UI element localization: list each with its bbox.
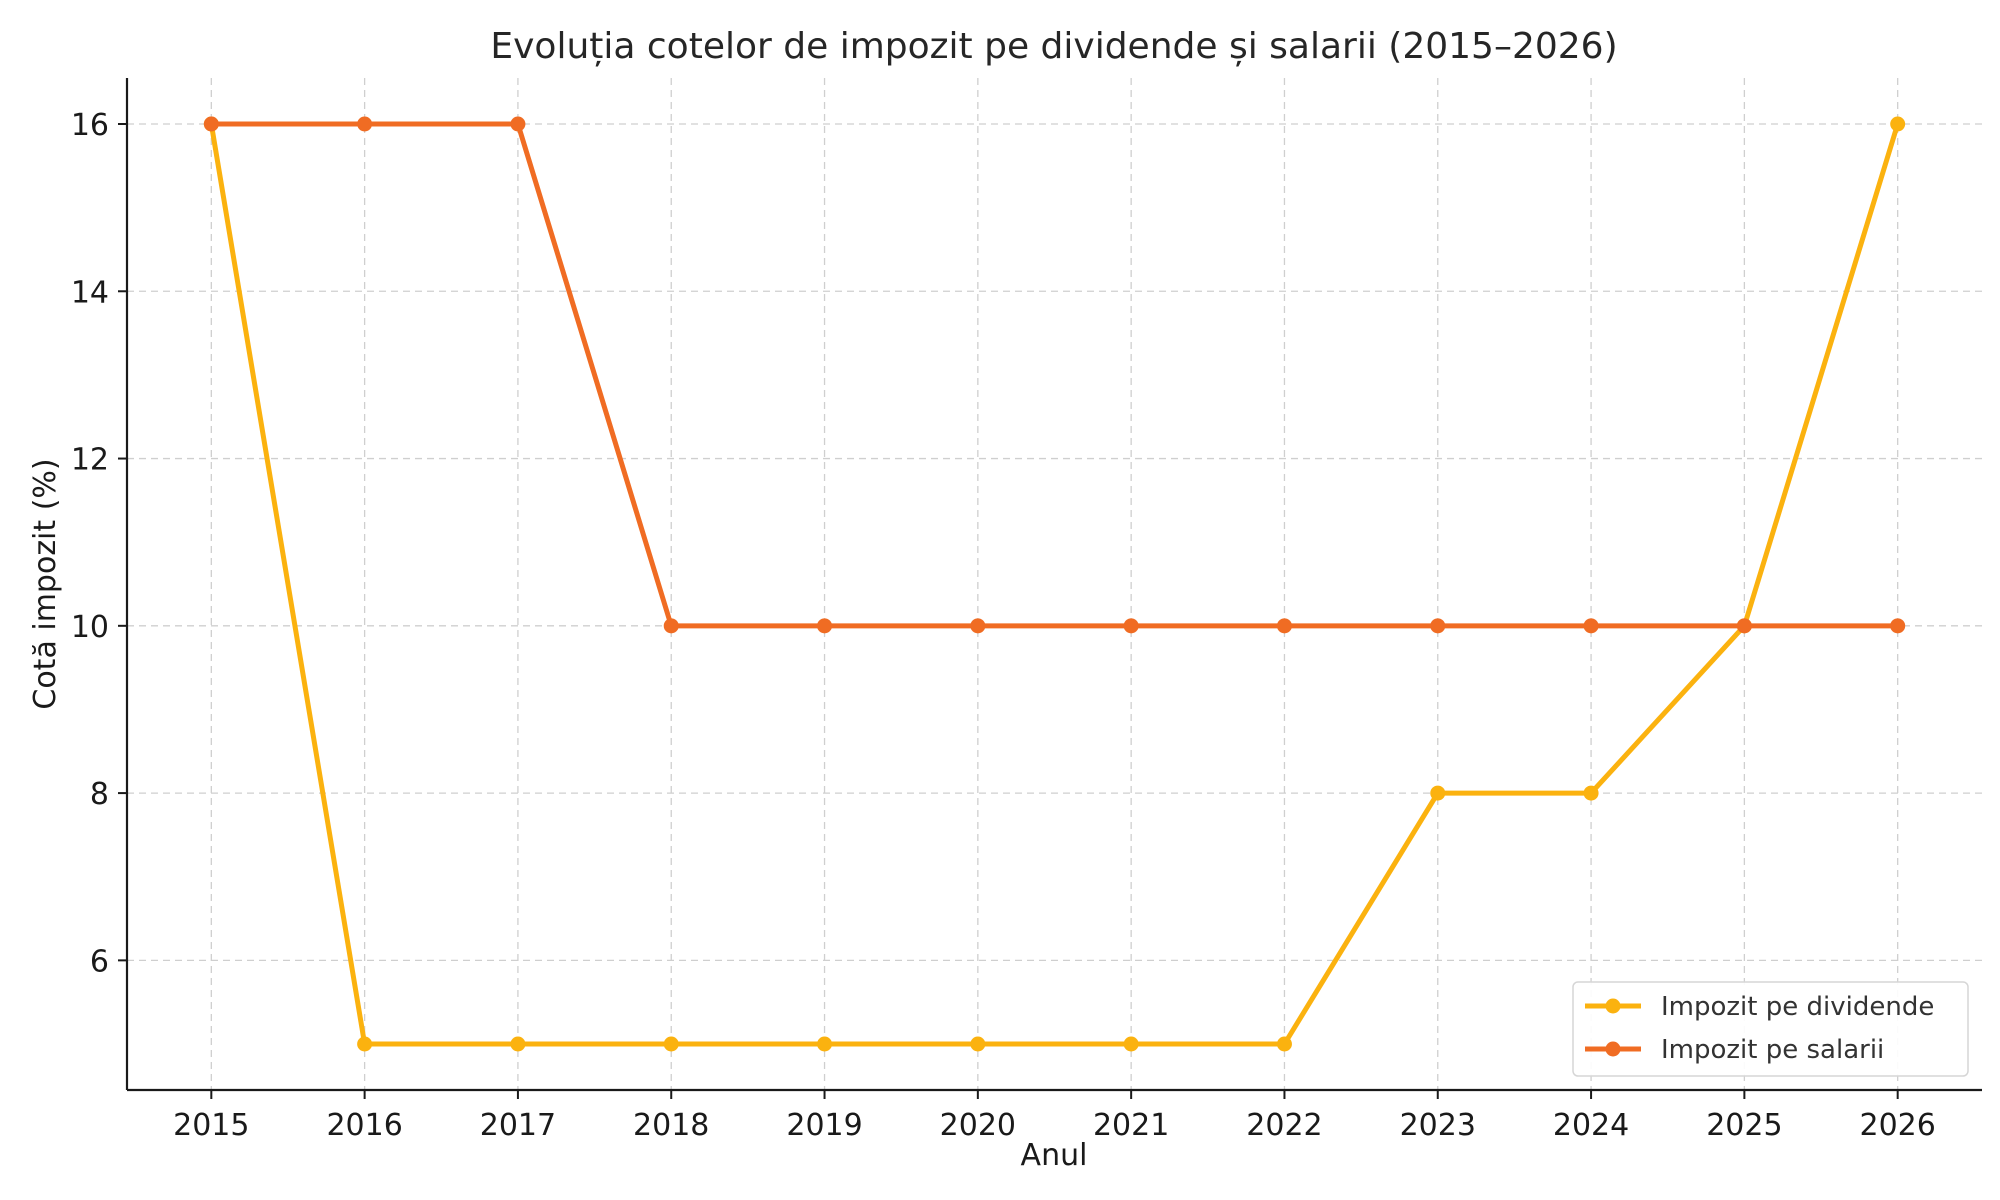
series-1-point-2021 [1123, 1036, 1139, 1052]
x-tick-label-2018: 2018 [633, 1108, 709, 1143]
series-1-point-2023 [1430, 785, 1446, 801]
legend-entry-1-label: Impozit pe dividende [1661, 992, 1934, 1022]
series-1-line [208, 121, 1901, 1047]
series-2-point-2015 [203, 116, 219, 132]
legend-entry-1-marker [1605, 998, 1621, 1014]
series-2-point-2025 [1736, 618, 1752, 634]
series-2-point-2020 [970, 618, 986, 634]
x-axis-label: Anul [1021, 1138, 1088, 1173]
series-1-point-2017 [510, 1036, 526, 1052]
series-2-point-2016 [357, 116, 373, 132]
series-1-point-2022 [1276, 1036, 1292, 1052]
x-tick-label-2016: 2016 [326, 1108, 402, 1143]
legend-entry-2-label: Impozit pe salarii [1661, 1035, 1884, 1065]
legend-entry-1: Impozit pe dividende [1585, 992, 1934, 1022]
series-2-line [208, 121, 1901, 629]
x-tick-label-2026: 2026 [1860, 1108, 1936, 1143]
series-2-point-2026 [1890, 618, 1906, 634]
series-1-point-2019 [817, 1036, 833, 1052]
legend-entry-2-marker [1605, 1041, 1621, 1057]
legend-entry-2: Impozit pe salarii [1585, 1035, 1884, 1065]
x-tick-label-2015: 2015 [173, 1108, 249, 1143]
series-2-point-2022 [1276, 618, 1292, 634]
y-tick-label-12: 12 [71, 443, 109, 478]
series-2-point-2019 [817, 618, 833, 634]
tick-labels: 2015 2016 2017 2018 2019 2020 2021 2022 2023 2024… [71, 108, 1936, 1143]
series-2-point-2021 [1123, 618, 1139, 634]
y-tick-label-6: 6 [90, 944, 109, 979]
series-layer [203, 116, 1906, 1052]
x-tick-label-2022: 2022 [1246, 1108, 1322, 1143]
series-2-point-2023 [1430, 618, 1446, 634]
legend-frame [1572, 981, 1969, 1077]
x-tick-label-2020: 2020 [940, 1108, 1016, 1143]
x-tick-label-2025: 2025 [1706, 1108, 1782, 1143]
series-1-point-2026 [1890, 116, 1906, 132]
axes [125, 78, 1982, 1092]
series-1-point-2020 [970, 1036, 986, 1052]
y-tick-label-16: 16 [71, 108, 109, 143]
chart-title: Evoluția cotelor de impozit pe dividende… [490, 26, 1617, 67]
y-axis-label: Cotă impozit (%) [28, 458, 63, 709]
series-1-point-2018 [663, 1036, 679, 1052]
y-tick-label-14: 14 [71, 275, 109, 310]
series-1-point-2016 [357, 1036, 373, 1052]
x-tick-label-2024: 2024 [1553, 1108, 1629, 1143]
series-1-point-2024 [1583, 785, 1599, 801]
series-2-point-2018 [663, 618, 679, 634]
y-tick-label-10: 10 [71, 610, 109, 645]
x-tick-label-2019: 2019 [786, 1108, 862, 1143]
y-tick-label-8: 8 [90, 777, 109, 812]
x-tick-label-2021: 2021 [1093, 1108, 1169, 1143]
grid-lines [127, 78, 1982, 1090]
x-tick-label-2017: 2017 [480, 1108, 556, 1143]
series-2-point-2024 [1583, 618, 1599, 634]
series-2 [203, 116, 1906, 634]
legend: Impozit pe dividende Impozit pe salarii [1572, 981, 1969, 1077]
series-2-point-2017 [510, 116, 526, 132]
x-tick-label-2023: 2023 [1400, 1108, 1476, 1143]
series-1 [203, 116, 1906, 1052]
